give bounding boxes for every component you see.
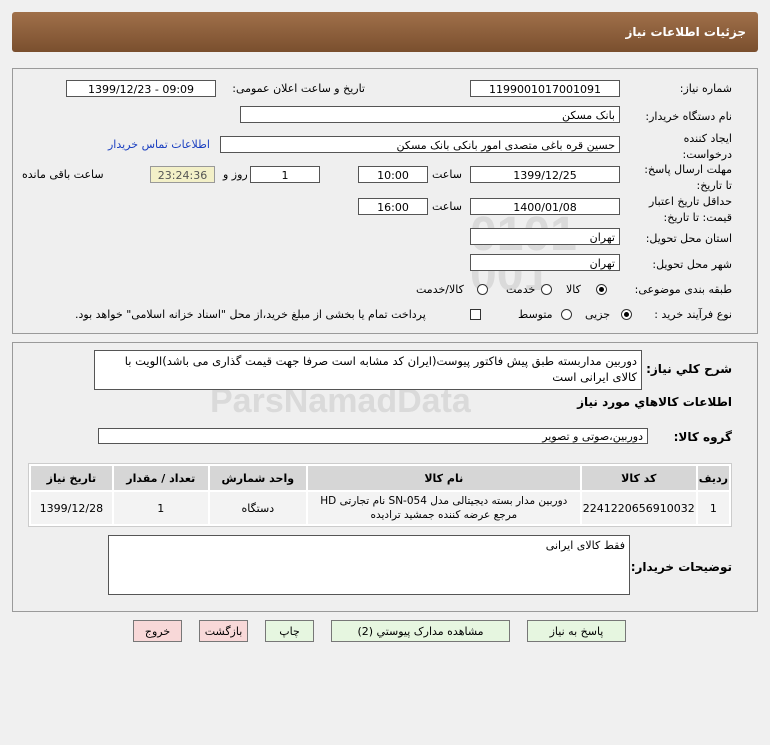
deadline-label-line1: مهلت ارسال پاسخ: bbox=[644, 163, 732, 176]
creator-field: حسین قره باغی متصدی امور بانکی بانک مسکن bbox=[220, 136, 620, 153]
need-number-field: 1199001017001091 bbox=[470, 80, 620, 97]
days-label: روز و bbox=[223, 168, 248, 181]
table-header-row: ردیف کد کالا نام کالا واحد شمارش تعداد /… bbox=[31, 466, 729, 490]
process-radio-medium[interactable] bbox=[561, 309, 572, 320]
deadline-date-field: 1399/12/25 bbox=[470, 166, 620, 183]
category-option-both: کالا/خدمت bbox=[416, 283, 464, 296]
announce-label: تاریخ و ساعت اعلان عمومی: bbox=[232, 82, 365, 95]
validity-date-field: 1400/01/08 bbox=[470, 198, 620, 215]
comments-label: توضیحات خریدار: bbox=[630, 560, 732, 574]
process-label: نوع فرآیند خرید : bbox=[654, 308, 732, 321]
table-row: 1 2241220656910032 دوربین مدار بسته دیجی… bbox=[31, 492, 729, 524]
cell-date: 1399/12/28 bbox=[31, 492, 112, 524]
col-unit: واحد شمارش bbox=[209, 466, 306, 490]
print-button[interactable]: چاپ bbox=[265, 620, 314, 642]
validity-label: حداقل تاریخ اعتبار قیمت: تا تاریخ: bbox=[649, 194, 732, 226]
category-label: طبقه بندی موضوعی: bbox=[634, 283, 732, 296]
deadline-label: مهلت ارسال پاسخ: تا تاریخ: bbox=[644, 162, 732, 194]
province-label: استان محل تحویل: bbox=[645, 232, 732, 245]
col-date: تاریخ نیاز bbox=[31, 466, 112, 490]
validity-time-label: ساعت bbox=[432, 200, 462, 213]
buyer-field: بانک مسکن bbox=[240, 106, 620, 123]
province-field: تهران bbox=[470, 228, 620, 245]
reply-button[interactable]: پاسخ به نیاز bbox=[527, 620, 626, 642]
process-radio-minor[interactable] bbox=[621, 309, 632, 320]
exit-button[interactable]: خروج bbox=[133, 620, 182, 642]
cell-code: 2241220656910032 bbox=[581, 492, 696, 524]
buyer-label: نام دستگاه خریدار: bbox=[645, 110, 732, 123]
category-option-goods: کالا bbox=[566, 283, 581, 296]
page-title: جزئیات اطلاعات نیاز bbox=[625, 25, 746, 39]
category-radio-service[interactable] bbox=[541, 284, 552, 295]
group-label: گروه کالا: bbox=[673, 430, 732, 444]
treasury-payment-checkbox[interactable] bbox=[470, 309, 481, 320]
category-option-service: خدمت bbox=[506, 283, 536, 296]
process-option-minor: جزیی bbox=[585, 308, 611, 321]
col-code: کد کالا bbox=[581, 466, 696, 490]
cell-unit: دستگاه bbox=[209, 492, 306, 524]
page-header: جزئیات اطلاعات نیاز bbox=[12, 12, 758, 52]
city-label: شهر محل تحویل: bbox=[652, 258, 732, 271]
deadline-time-field: 10:00 bbox=[358, 166, 428, 183]
category-radio-both[interactable] bbox=[477, 284, 488, 295]
deadline-label-line2: تا تاریخ: bbox=[696, 179, 732, 192]
days-field: 1 bbox=[250, 166, 320, 183]
city-field: تهران bbox=[470, 254, 620, 271]
creator-label-line1: ایجاد کننده bbox=[683, 132, 732, 145]
process-option-medium: متوسط bbox=[518, 308, 553, 321]
col-row: ردیف bbox=[697, 466, 729, 490]
remaining-timer: 23:24:36 bbox=[150, 166, 215, 183]
need-number-label: شماره نیاز: bbox=[679, 82, 732, 95]
contact-buyer-link[interactable]: اطلاعات تماس خریدار bbox=[108, 138, 210, 151]
validity-label-line2: قیمت: تا تاریخ: bbox=[663, 211, 732, 224]
remaining-label: ساعت باقی مانده bbox=[22, 168, 104, 181]
payment-note: پرداخت تمام یا بخشی از مبلغ خرید،از محل … bbox=[75, 308, 426, 321]
announce-field: 1399/12/23 - 09:09 bbox=[66, 80, 216, 97]
creator-label: ایجاد کننده درخواست: bbox=[683, 131, 732, 163]
col-name: نام کالا bbox=[307, 466, 580, 490]
view-documents-button[interactable]: مشاهده مدارک پیوستي (2) bbox=[331, 620, 510, 642]
col-qty: تعداد / مقدار bbox=[113, 466, 208, 490]
goods-table: ردیف کد کالا نام کالا واحد شمارش تعداد /… bbox=[28, 463, 732, 527]
back-button[interactable]: بازگشت bbox=[199, 620, 248, 642]
cell-qty: 1 bbox=[113, 492, 208, 524]
description-label: شرح کلي نياز: bbox=[646, 362, 732, 376]
goods-section-title: اطلاعات کالاهاي مورد نياز bbox=[577, 395, 732, 409]
category-radio-goods[interactable] bbox=[596, 284, 607, 295]
group-field: دوربین،صوتی و تصویر bbox=[98, 428, 648, 444]
creator-label-line2: درخواست: bbox=[682, 148, 732, 161]
description-field: دوربین مداربسته طبق پیش فاکتور پیوست(ایر… bbox=[94, 350, 642, 390]
validity-label-line1: حداقل تاریخ اعتبار bbox=[648, 195, 732, 208]
cell-row: 1 bbox=[697, 492, 729, 524]
deadline-time-label: ساعت bbox=[432, 168, 462, 181]
cell-name: دوربین مدار بسته دیجیتالی مدل SN-054 نام… bbox=[307, 492, 580, 524]
comments-field: فقط کالای ایرانی bbox=[108, 535, 630, 595]
validity-time-field: 16:00 bbox=[358, 198, 428, 215]
